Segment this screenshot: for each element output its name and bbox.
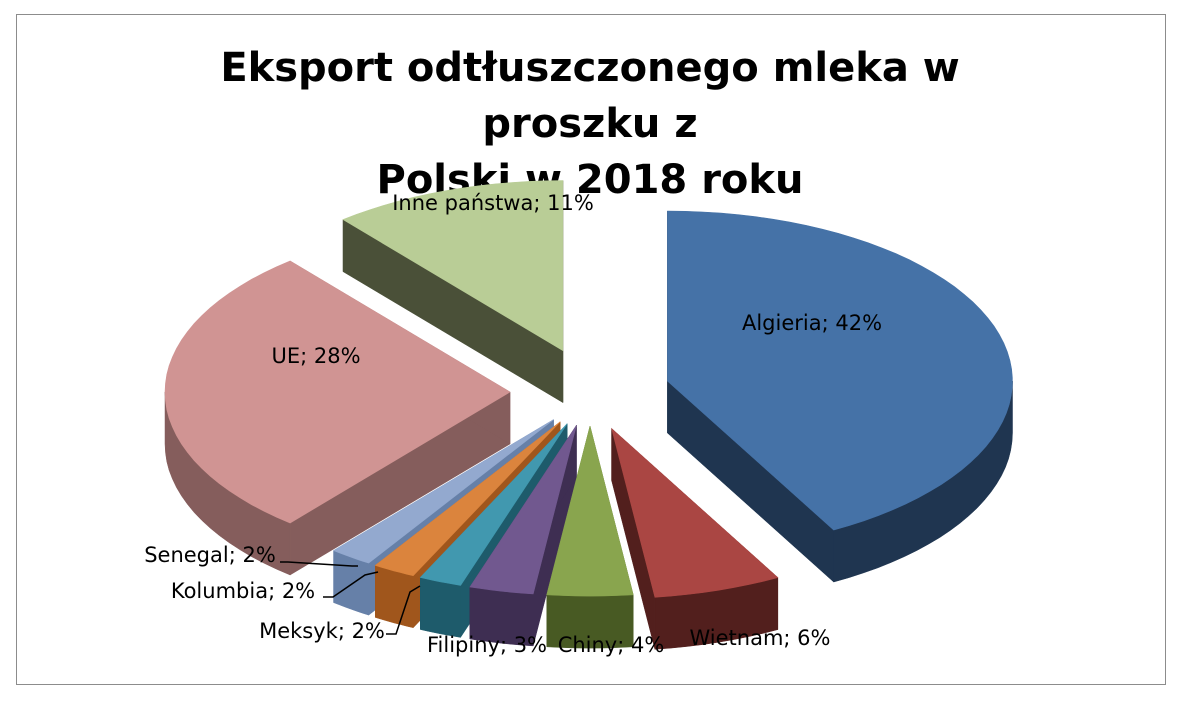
data-label: Chiny; 4% [558,633,665,657]
pie-slice-inne-państwa [342,180,564,404]
slice-top-face [546,426,634,597]
data-label: Meksyk; 2% [259,619,385,643]
data-label: Kolumbia; 2% [171,579,315,603]
pie-slice-filipiny [469,424,577,647]
slice-top-face [469,425,577,595]
leader-line [386,585,421,635]
slice-top-face [667,210,1013,531]
slice-top-face [342,180,564,352]
slice-top-face [374,421,561,577]
slice-outer-wall [420,577,461,638]
data-label: Wietnam; 6% [690,626,831,650]
pie-slice-wietnam [611,427,779,650]
data-label: Inne państwa; 11% [392,191,594,215]
slice-top-face [164,260,511,524]
pie-slice-ue [164,260,511,576]
data-label: UE; 28% [271,344,360,368]
slice-top-face [611,427,779,598]
pie-slice-algieria [667,210,1013,583]
leader-line [323,571,379,598]
slice-top-face [332,419,554,564]
pie-slice-chiny [546,426,634,649]
data-label: Algieria; 42% [742,311,882,335]
slice-top-face [419,423,568,586]
data-label: Senegal; 2% [144,543,276,567]
data-label: Filipiny; 3% [427,633,547,657]
leader-line [280,561,358,567]
